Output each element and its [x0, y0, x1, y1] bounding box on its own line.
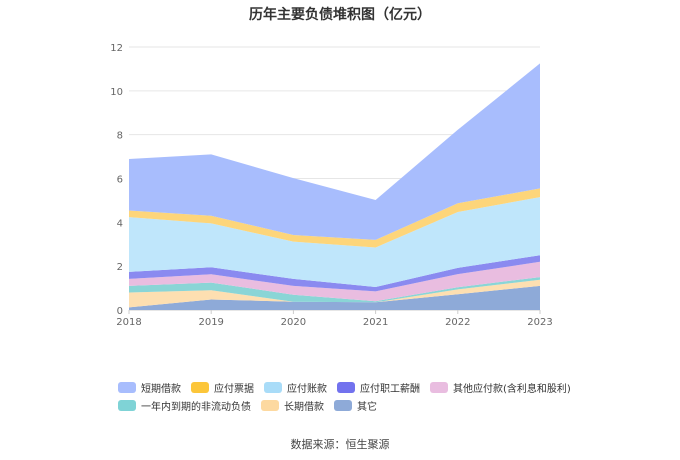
legend-swatch	[264, 381, 282, 393]
legend-item[interactable]: 一年内到期的非流动负债	[118, 398, 251, 413]
legend-item[interactable]: 长期借款	[261, 398, 324, 413]
legend-swatch	[337, 381, 355, 393]
y-tick-label: 10	[110, 87, 123, 98]
x-tick-label: 2021	[363, 317, 388, 328]
legend-label: 应付票据	[214, 383, 254, 395]
chart-legend: 短期借款 应付票据 应付账款 应付职工薪酬 其他应付款(含利息和股利) 一年内到期的非流…	[118, 378, 578, 414]
x-tick-label: 2018	[116, 317, 141, 328]
area-series	[129, 63, 540, 240]
chart-title: 历年主要负债堆积图（亿元）	[249, 7, 431, 23]
legend-swatch	[261, 399, 279, 411]
legend-item[interactable]: 其他应付款(含利息和股利)	[430, 380, 571, 395]
y-tick-label: 12	[110, 43, 123, 54]
legend-item[interactable]: 应付票据	[191, 380, 254, 395]
x-tick-label: 2019	[198, 317, 223, 328]
x-tick-label: 2023	[527, 317, 552, 328]
y-tick-label: 6	[117, 175, 123, 186]
area-series	[129, 285, 540, 310]
legend-swatch	[191, 381, 209, 393]
y-tick-label: 4	[117, 218, 123, 229]
legend-item[interactable]: 应付账款	[264, 380, 327, 395]
area-series	[129, 261, 540, 302]
y-tick-label: 8	[117, 131, 123, 142]
area-series	[129, 255, 540, 292]
legend-label: 其他应付款(含利息和股利)	[453, 383, 571, 395]
legend-row: 短期借款 应付票据 应付账款 应付职工薪酬 其他应付款(含利息和股利)	[118, 378, 578, 396]
legend-swatch	[118, 381, 136, 393]
x-tick-label: 2020	[281, 317, 306, 328]
legend-label: 短期借款	[141, 383, 181, 395]
area-series	[129, 188, 540, 248]
legend-swatch	[118, 399, 136, 411]
legend-item[interactable]: 短期借款	[118, 380, 181, 395]
legend-label: 应付账款	[287, 383, 327, 395]
data-source-note: 数据来源：恒生聚源	[290, 438, 390, 451]
x-tick-label: 2022	[445, 317, 470, 328]
legend-item[interactable]: 应付职工薪酬	[337, 380, 420, 395]
legend-label: 其它	[357, 401, 377, 413]
legend-item[interactable]: 其它	[334, 398, 377, 413]
legend-label: 长期借款	[284, 401, 324, 413]
legend-label: 一年内到期的非流动负债	[141, 401, 251, 413]
legend-label: 应付职工薪酬	[360, 383, 420, 395]
y-tick-label: 2	[117, 262, 123, 273]
legend-swatch	[334, 399, 352, 411]
area-series	[129, 277, 540, 303]
y-tick-label: 0	[117, 306, 123, 317]
area-series	[129, 279, 540, 308]
legend-swatch	[430, 381, 448, 393]
legend-row: 一年内到期的非流动负债 长期借款 其它	[118, 396, 578, 414]
area-series	[129, 197, 540, 287]
